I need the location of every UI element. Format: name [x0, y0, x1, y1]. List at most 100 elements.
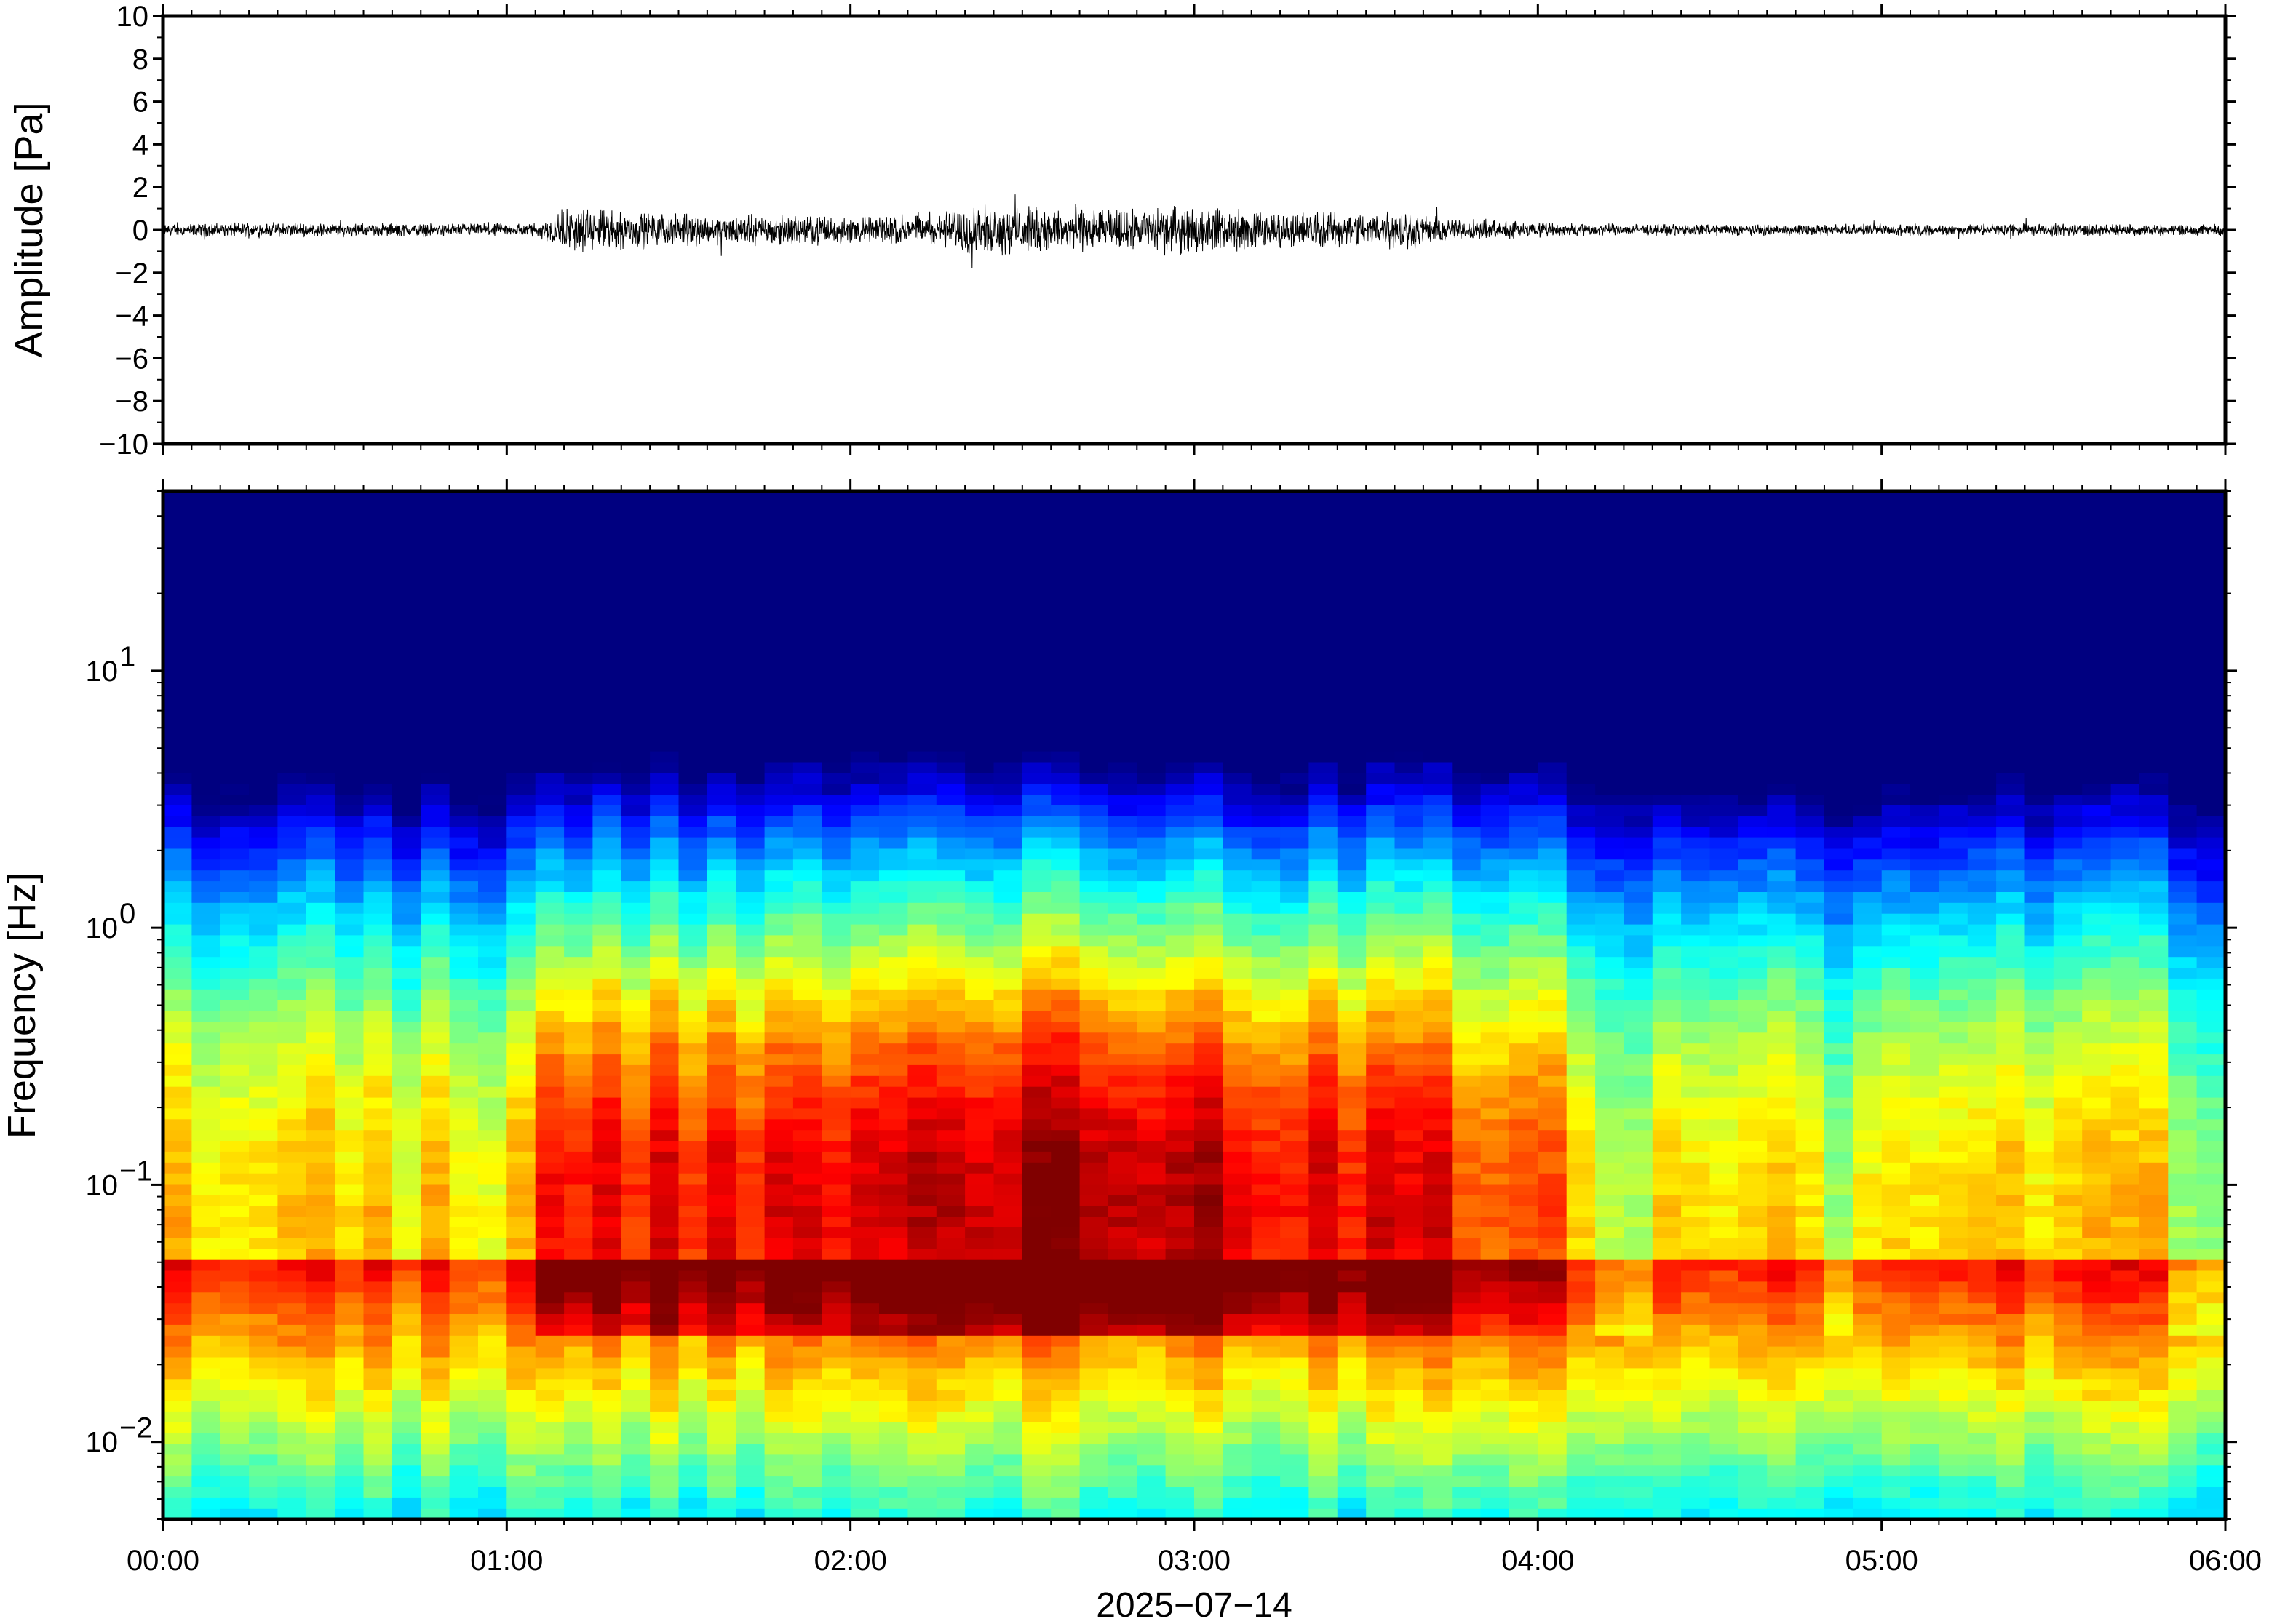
spectrogram-cell	[506, 1400, 536, 1412]
spectrogram-cell	[1137, 934, 1167, 947]
spectrogram-cell	[736, 1151, 766, 1163]
spectrogram-cell	[621, 1465, 651, 1477]
spectrogram-cell	[392, 1486, 421, 1498]
spectrogram-cell	[506, 1346, 536, 1358]
spectrogram-cell	[592, 945, 622, 958]
spectrogram-cell	[1538, 1324, 1567, 1336]
spectrogram-cell	[1165, 934, 1195, 947]
spectrogram-cell	[506, 772, 536, 784]
spectrogram-cell	[1480, 567, 1510, 578]
spectrogram-cell	[449, 642, 479, 654]
spectrogram-cell	[592, 1249, 622, 1260]
spectrogram-cell	[392, 805, 421, 816]
spectrogram-cell	[1308, 664, 1338, 676]
spectrogram-cell	[1595, 1249, 1625, 1260]
spectrogram-cell	[535, 1173, 565, 1185]
spectrogram-cell	[936, 1249, 966, 1260]
spectrogram-cell	[191, 1173, 221, 1185]
spectrogram-cell	[335, 1324, 365, 1336]
spectrogram-cell	[736, 1486, 766, 1498]
spectrogram-cell	[1280, 740, 1310, 752]
spectrogram-cell	[1423, 707, 1453, 719]
spectrogram-cell	[363, 632, 393, 643]
spectrogram-cell	[335, 1443, 365, 1455]
spectrogram-cell	[277, 869, 307, 882]
spectrogram-cell	[1538, 1086, 1567, 1098]
spectrogram-cell	[421, 1000, 450, 1011]
spectrogram-cell	[163, 1249, 192, 1260]
spectrogram-cell	[306, 1021, 335, 1033]
spectrogram-cell	[306, 1010, 335, 1022]
spectrogram-cell	[277, 718, 307, 730]
spectrogram-cell	[993, 523, 1023, 536]
spectrogram-cell	[936, 1281, 966, 1293]
spectrogram-cell	[764, 978, 794, 990]
spectrogram-cell	[592, 512, 622, 525]
spectrogram-cell	[1280, 512, 1310, 525]
spectrogram-cell	[1394, 696, 1424, 709]
spectrogram-cell	[764, 945, 794, 958]
spectrogram-cell	[335, 1205, 365, 1217]
spectrogram-cell	[1280, 707, 1310, 719]
spectrogram-cell	[1452, 1476, 1482, 1487]
spectrogram-cell	[1022, 1075, 1052, 1087]
spectrogram-cell	[1366, 1205, 1396, 1217]
spectrogram-cell	[421, 685, 450, 698]
spectrogram-cell	[506, 642, 536, 654]
spectrogram-cell	[1480, 556, 1510, 568]
spectrogram-cell	[1194, 1075, 1223, 1087]
spectrogram-cell	[1566, 545, 1596, 557]
spectrogram-cell	[1394, 491, 1424, 503]
spectrogram-cell	[1194, 664, 1223, 676]
spectrogram-cell	[936, 1335, 966, 1347]
spectrogram-cell	[650, 1086, 680, 1098]
spectrogram-cell	[936, 1411, 966, 1422]
spectrogram-cell	[1108, 1216, 1137, 1227]
spectrogram-cell	[736, 1227, 766, 1238]
spectrogram-cell	[306, 989, 335, 1000]
spectrogram-cell	[535, 1313, 565, 1325]
spectrogram-cell	[1137, 1000, 1167, 1011]
spectrogram-cell	[1480, 1086, 1510, 1098]
spectrogram-cell	[306, 772, 335, 784]
spectrogram-cell	[1251, 1064, 1281, 1076]
spectrogram-cell	[1165, 1465, 1195, 1477]
spectrogram-cell	[1280, 794, 1310, 805]
spectrogram-cell	[1538, 902, 1567, 914]
spectrogram-cell	[879, 1075, 908, 1087]
spectrogram-cell	[1108, 1238, 1137, 1249]
spectrogram-cell	[1251, 1422, 1281, 1433]
spectrogram-cell	[936, 1010, 966, 1022]
spectrogram-cell	[907, 923, 937, 936]
spectrogram-cell	[220, 696, 250, 709]
spectrogram-cell	[478, 1216, 507, 1227]
spectrogram-cell	[907, 772, 937, 784]
spectrogram-cell	[564, 794, 594, 805]
spectrogram-cell	[965, 1227, 995, 1238]
spectrogram-cell	[965, 1346, 995, 1358]
spectrogram-cell	[822, 1238, 851, 1249]
spectrogram-cell	[936, 653, 966, 665]
spectrogram-cell	[1165, 1389, 1195, 1401]
spectrogram-cell	[1022, 740, 1052, 752]
spectrogram-cell	[1108, 1054, 1137, 1065]
spectrogram-cell	[1137, 837, 1167, 849]
spectrogram-cell	[822, 1270, 851, 1282]
spectrogram-cell	[965, 1064, 995, 1076]
spectrogram-cell	[1194, 783, 1223, 795]
spectrogram-cell	[678, 1270, 708, 1282]
spectrogram-cell	[1452, 1086, 1482, 1098]
spectrogram-cell	[1394, 1151, 1424, 1163]
spectrogram-cell	[421, 1183, 450, 1195]
spectrogram-cell	[1022, 1129, 1052, 1141]
spectrogram-cell	[249, 1346, 279, 1358]
spectrogram-cell	[879, 1086, 908, 1098]
spectrogram-cell	[478, 956, 507, 968]
spectrogram-cell	[449, 859, 479, 871]
spectrogram-cell	[277, 1378, 307, 1390]
spectrogram-cell	[621, 1021, 651, 1033]
spectrogram-cell	[1223, 751, 1252, 763]
spectrogram-cell	[478, 1259, 507, 1271]
